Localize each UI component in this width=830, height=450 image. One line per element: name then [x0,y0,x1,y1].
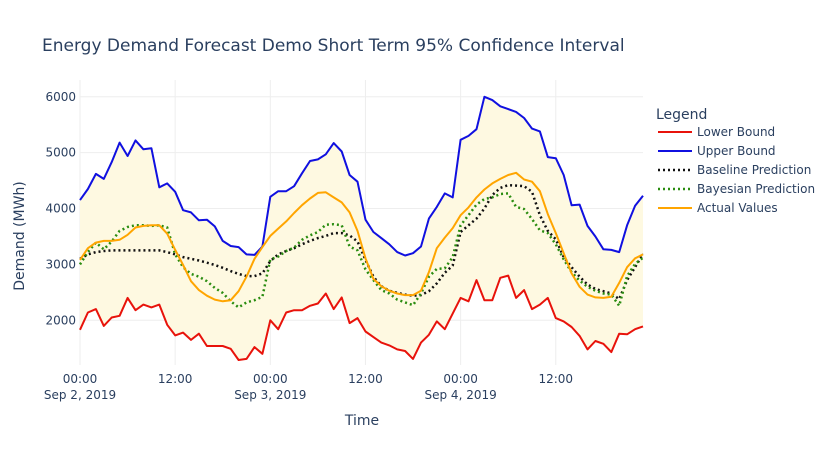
x-axis-title: Time [344,413,379,429]
x-tick-label-1: 12:00 [158,372,193,386]
x-tick-date-4: Sep 4, 2019 [425,388,497,402]
series-bayesian-prediction[interactable] [78,192,644,309]
series-layer [78,95,645,361]
x-tick-label-4: 00:00 [443,372,478,386]
legend-label: Bayesian Prediction [697,182,815,196]
x-tick-date-2: Sep 3, 2019 [234,388,306,402]
x-tick-label-2: 00:00 [253,372,288,386]
confidence-band [80,96,643,361]
x-tick-date-0: Sep 2, 2019 [44,388,116,402]
y-tick-label-4: 6000 [45,90,76,104]
y-tick-label-2: 4000 [45,202,76,216]
legend-label: Baseline Prediction [697,163,811,177]
series-baseline-prediction[interactable] [79,183,645,301]
y-tick-label-1: 3000 [45,257,76,271]
legend-item-lower-bound[interactable]: Lower Bound [658,125,775,139]
legend-label: Actual Values [697,201,778,215]
y-tick-label-0: 2000 [45,313,76,327]
legend-label: Upper Bound [697,144,776,158]
series-actual-values[interactable] [79,171,644,303]
chart-title: Energy Demand Forecast Demo Short Term 9… [42,36,625,56]
legend-items: Lower Bound Upper Bound Baseline Predictio… [658,125,815,215]
y-tick-label-3: 5000 [45,146,76,160]
y-axis: 2000 3000 4000 5000 6000 [45,90,76,328]
x-tick-label-3: 12:00 [348,372,383,386]
x-tick-label-5: 12:00 [538,372,573,386]
x-tick-label-0: 00:00 [63,372,98,386]
x-axis: 00:00 Sep 2, 2019 12:00 00:00 Sep 3, 2019 12:… [44,372,573,402]
legend-item-baseline-prediction[interactable]: Baseline Prediction [658,163,811,177]
legend-title: Legend [656,107,707,123]
series-lower-bound[interactable] [79,274,644,361]
legend-label: Lower Bound [697,125,775,139]
series-upper-bound[interactable] [79,95,644,257]
legend-item-actual-values[interactable]: Actual Values [658,201,778,215]
legend-item-upper-bound[interactable]: Upper Bound [658,144,776,158]
legend[interactable]: Legend Lower Bound Upper Bound Baseline Pr… [656,107,815,215]
legend-item-bayesian-prediction[interactable]: Bayesian Prediction [658,182,815,196]
y-axis-title: Demand (MWh) [12,181,28,291]
